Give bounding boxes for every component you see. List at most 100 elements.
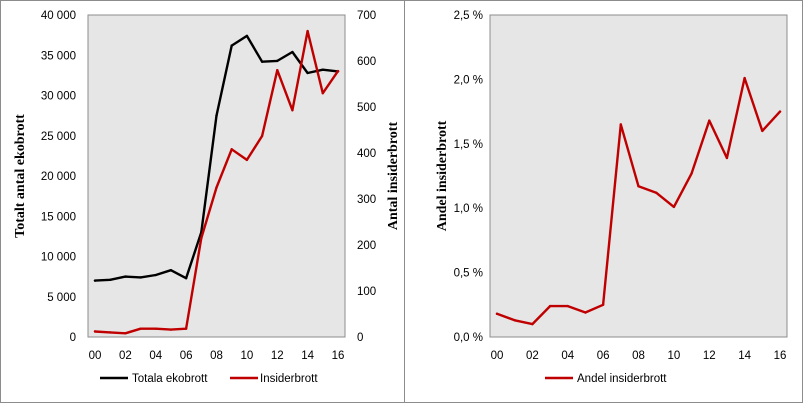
data-point-insiderbrott	[215, 186, 218, 189]
data-point-totala-ekobrott	[276, 59, 279, 63]
x-tick-label: 08	[632, 350, 645, 362]
y-tick-label: 25 000	[41, 131, 76, 143]
data-point-totala-ekobrott	[260, 60, 264, 63]
data-point-totala-ekobrott	[93, 279, 97, 282]
x-tick-label: 12	[271, 350, 284, 362]
y2-tick-label: 100	[357, 286, 376, 298]
data-point-totala-ekobrott	[245, 34, 249, 38]
data-point-totala-ekobrott	[124, 275, 127, 278]
plot-area-2	[489, 14, 788, 338]
x-tick-label: 04	[149, 350, 162, 362]
data-point-andel-insiderbrott	[654, 191, 658, 194]
data-point-andel-insiderbrott	[672, 205, 676, 209]
data-point-andel-insiderbrott	[690, 172, 693, 175]
x-tick-label: 16	[774, 350, 787, 362]
x-tick-label: 10	[667, 350, 680, 362]
x-tick-label: 02	[526, 350, 539, 362]
y-tick-label: 2,0 %	[454, 74, 483, 86]
y-tick-label: 5 000	[47, 292, 76, 304]
y-tick-label: 20 000	[41, 171, 76, 183]
data-point-insiderbrott	[245, 158, 249, 162]
y2-tick-label: 200	[357, 240, 376, 252]
data-point-insiderbrott	[276, 69, 279, 72]
data-point-andel-insiderbrott	[637, 185, 640, 188]
data-point-andel-insiderbrott	[548, 304, 552, 308]
legend-label-insiderbrott: Insiderbrott	[260, 373, 318, 385]
y2-tick-label: 500	[357, 102, 376, 114]
data-point-insiderbrott	[108, 331, 112, 334]
data-point-insiderbrott	[291, 109, 294, 112]
data-point-insiderbrott	[260, 134, 264, 138]
data-point-andel-insiderbrott	[584, 311, 587, 314]
y2-tick-label: 0	[357, 332, 363, 344]
y-tick-label: 0	[70, 332, 76, 344]
data-point-insiderbrott	[169, 328, 173, 331]
data-point-totala-ekobrott	[139, 276, 142, 279]
y2-axis-title: Antal insiderbrott	[386, 122, 401, 231]
data-point-insiderbrott	[124, 332, 127, 335]
panel-divider	[404, 0, 405, 403]
data-point-insiderbrott	[154, 327, 157, 330]
data-point-totala-ekobrott	[184, 277, 188, 280]
data-point-totala-ekobrott	[321, 68, 325, 71]
data-point-andel-insiderbrott	[761, 129, 764, 133]
x-tick-label: 00	[89, 350, 102, 362]
data-point-insiderbrott	[336, 69, 340, 73]
data-point-insiderbrott	[306, 29, 309, 33]
data-point-totala-ekobrott	[230, 44, 233, 47]
data-point-andel-insiderbrott	[601, 303, 605, 306]
data-point-insiderbrott	[184, 327, 188, 330]
x-tick-label: 04	[561, 350, 574, 362]
data-point-andel-insiderbrott	[566, 304, 569, 308]
x-tick-label: 00	[491, 350, 504, 362]
data-point-andel-insiderbrott	[725, 156, 729, 160]
y-tick-label: 0,5 %	[454, 268, 483, 280]
legend-label-totala-ekobrott: Totala ekobrott	[132, 373, 208, 385]
y-tick-label: 15 000	[41, 211, 76, 223]
y-axis-title: Andel insiderbrott	[435, 120, 450, 231]
data-point-insiderbrott	[93, 330, 97, 333]
data-point-andel-insiderbrott	[495, 312, 499, 316]
data-point-insiderbrott	[139, 327, 142, 330]
x-tick-label: 10	[240, 350, 253, 362]
y2-tick-label: 600	[357, 56, 376, 68]
data-point-totala-ekobrott	[108, 278, 112, 282]
y-axis-title: Totalt antal ekobrott	[13, 114, 28, 238]
x-tick-label: 02	[119, 350, 132, 362]
y-tick-label: 2,5 %	[454, 10, 483, 22]
data-point-andel-insiderbrott	[743, 76, 746, 80]
data-point-insiderbrott	[321, 92, 325, 95]
data-point-totala-ekobrott	[291, 50, 294, 54]
x-tick-label: 16	[332, 350, 345, 362]
x-tick-label: 08	[210, 350, 223, 362]
data-point-totala-ekobrott	[169, 268, 173, 272]
data-point-totala-ekobrott	[154, 273, 157, 277]
x-tick-label: 06	[180, 350, 193, 362]
data-point-insiderbrott	[200, 236, 203, 240]
data-point-totala-ekobrott	[306, 71, 309, 75]
y2-tick-label: 400	[357, 148, 376, 160]
x-tick-label: 12	[703, 350, 716, 362]
data-point-andel-insiderbrott	[708, 119, 711, 122]
y-tick-label: 40 000	[41, 10, 76, 22]
y-tick-label: 35 000	[41, 50, 76, 62]
y-tick-label: 1,0 %	[454, 203, 483, 215]
x-tick-label: 06	[597, 350, 610, 362]
plot-area-1	[87, 14, 346, 338]
data-point-andel-insiderbrott	[531, 322, 534, 326]
data-point-totala-ekobrott	[215, 114, 218, 117]
x-tick-label: 14	[301, 350, 314, 362]
data-point-andel-insiderbrott	[619, 123, 623, 126]
data-point-andel-insiderbrott	[778, 110, 782, 113]
y-tick-label: 0,0 %	[454, 332, 483, 344]
data-point-andel-insiderbrott	[513, 319, 516, 322]
y2-tick-label: 300	[357, 194, 376, 206]
y-tick-label: 1,5 %	[454, 139, 483, 151]
y-tick-label: 30 000	[41, 91, 76, 103]
y-tick-label: 10 000	[41, 252, 76, 264]
data-point-insiderbrott	[230, 148, 233, 151]
legend-label-andel-insiderbrott: Andel insiderbrott	[577, 373, 667, 385]
y2-tick-label: 700	[357, 10, 376, 22]
x-tick-label: 14	[738, 350, 751, 362]
